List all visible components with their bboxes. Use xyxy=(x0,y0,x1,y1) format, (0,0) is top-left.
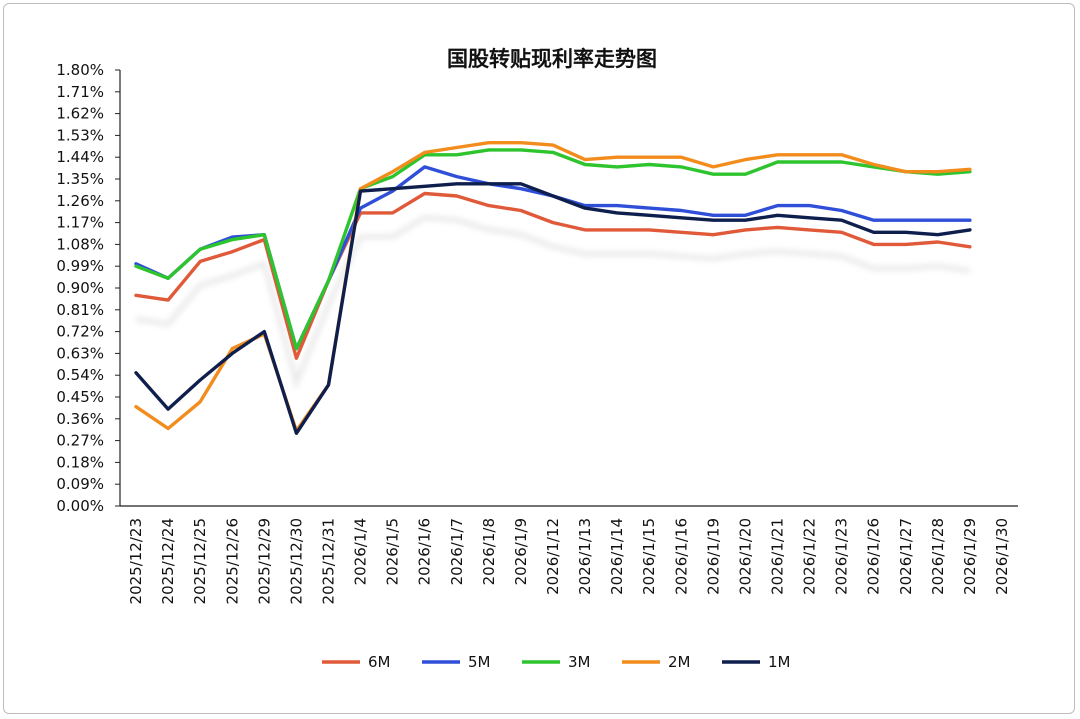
y-tick-label: 1.17% xyxy=(56,214,104,232)
x-tick-label: 2026/1/8 xyxy=(480,518,498,585)
legend-label: 5M xyxy=(468,653,491,671)
x-tick-label: 2026/1/16 xyxy=(672,518,690,595)
x-tick-label: 2026/1/15 xyxy=(640,518,658,595)
x-tick-label: 2026/1/23 xyxy=(833,518,851,595)
series-shadow xyxy=(135,214,971,390)
legend-label: 1M xyxy=(768,653,791,671)
y-tick-label: 1.53% xyxy=(56,126,104,144)
x-tick-label: 2025/12/29 xyxy=(255,518,273,604)
y-tick-label: 0.09% xyxy=(56,475,104,493)
series-line-1m xyxy=(134,182,972,435)
x-tick-label: 2026/1/7 xyxy=(448,518,466,585)
y-tick-label: 1.26% xyxy=(56,192,104,210)
legend-item-2m: 2M xyxy=(622,653,691,671)
y-axis-ticks: 0.00% 0.09% 0.18% 0.27% 0.36% 0.45% 0.54% 0.63%… xyxy=(56,61,120,515)
x-tick-label: 2026/1/30 xyxy=(993,518,1011,595)
axes-layer xyxy=(119,70,1018,507)
x-tick-label: 2025/12/31 xyxy=(319,518,337,604)
legend-label: 3M xyxy=(568,653,591,671)
y-tick-label: 0.63% xyxy=(56,344,104,362)
y-tick-label: 1.44% xyxy=(56,148,104,166)
y-tick-label: 1.80% xyxy=(56,61,104,79)
x-tick-label: 2026/1/29 xyxy=(961,518,979,595)
x-tick-label: 2026/1/22 xyxy=(801,518,819,595)
legend-label: 6M xyxy=(368,653,391,671)
x-tick-label: 2026/1/5 xyxy=(384,518,402,585)
series-shadow-layer xyxy=(135,214,971,390)
y-tick-label: 0.72% xyxy=(56,323,104,341)
series-line-2m xyxy=(134,141,972,433)
legend: 6M 5M 3M 2M 1M xyxy=(322,653,791,671)
y-tick-label: 0.00% xyxy=(56,497,104,515)
y-tick-label: 0.27% xyxy=(56,432,104,450)
x-tick-label: 2026/1/21 xyxy=(768,518,786,595)
y-tick-label: 0.99% xyxy=(56,257,104,275)
x-tick-label: 2025/12/24 xyxy=(159,518,177,604)
legend-label: 2M xyxy=(668,653,691,671)
x-tick-label: 2026/1/14 xyxy=(608,518,626,595)
x-tick-label: 2026/1/19 xyxy=(704,518,722,595)
series-line-6m xyxy=(134,191,972,360)
legend-item-3m: 3M xyxy=(522,653,591,671)
y-tick-label: 0.18% xyxy=(56,453,104,471)
y-tick-label: 0.36% xyxy=(56,410,104,428)
x-tick-label: 2025/12/26 xyxy=(223,518,241,604)
x-tick-label: 2026/1/6 xyxy=(416,518,434,585)
chart-frame xyxy=(3,3,1075,714)
y-tick-label: 1.35% xyxy=(56,170,104,188)
y-tick-label: 0.54% xyxy=(56,366,104,384)
y-tick-label: 1.71% xyxy=(56,83,104,101)
chart-title: 国股转贴现利率走势图 xyxy=(447,47,657,71)
x-tick-label: 2025/12/30 xyxy=(287,518,305,604)
x-axis-ticks: 2025/12/23 2025/12/24 2025/12/25 2025/12/26… xyxy=(127,518,1011,604)
x-tick-label: 2025/12/25 xyxy=(191,518,209,604)
legend-item-5m: 5M xyxy=(422,653,491,671)
y-tick-label: 0.90% xyxy=(56,279,104,297)
x-tick-label: 2026/1/4 xyxy=(352,518,370,585)
x-tick-label: 2026/1/20 xyxy=(736,518,754,595)
y-tick-label: 0.81% xyxy=(56,301,104,319)
y-tick-label: 1.62% xyxy=(56,105,104,123)
x-tick-label: 2026/1/27 xyxy=(897,518,915,595)
x-tick-label: 2026/1/12 xyxy=(544,518,562,595)
x-tick-label: 2026/1/9 xyxy=(512,518,530,585)
series-layer xyxy=(134,141,972,435)
legend-item-6m: 6M xyxy=(322,653,391,671)
x-tick-label: 2026/1/26 xyxy=(865,518,883,595)
x-tick-label: 2026/1/13 xyxy=(576,518,594,595)
legend-item-1m: 1M xyxy=(722,653,791,671)
series-line-3m xyxy=(134,148,972,351)
x-tick-label: 2025/12/23 xyxy=(127,518,145,604)
x-tick-label: 2026/1/28 xyxy=(929,518,947,595)
y-tick-label: 1.08% xyxy=(56,235,104,253)
y-tick-label: 0.45% xyxy=(56,388,104,406)
